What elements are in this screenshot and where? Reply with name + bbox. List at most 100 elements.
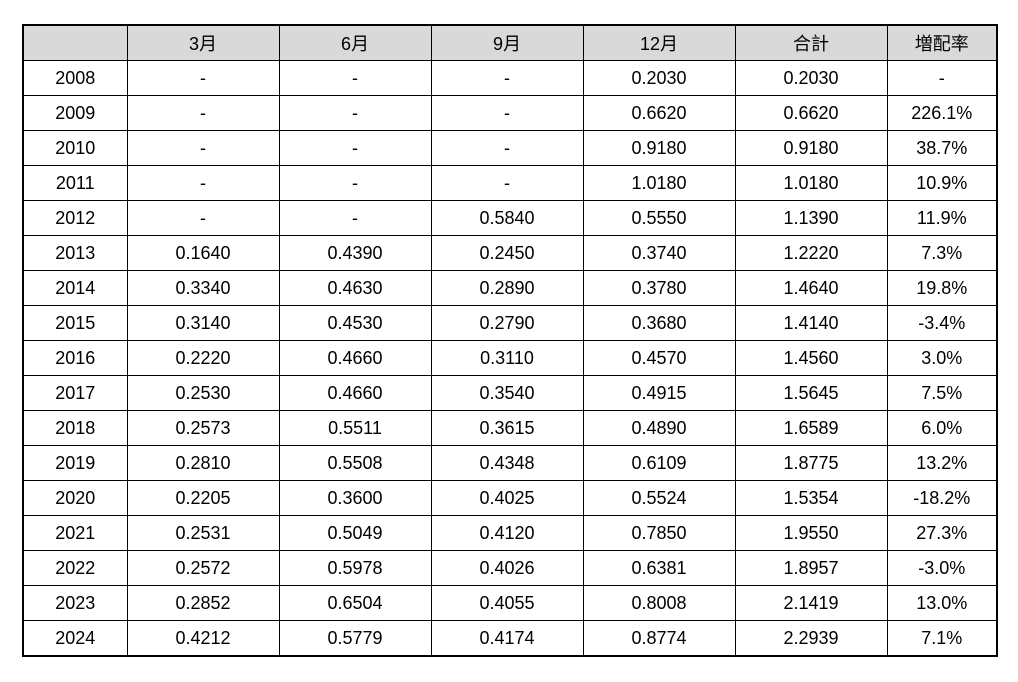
cell-rate: 7.1% [887, 621, 997, 657]
cell-march: 0.3140 [127, 306, 279, 341]
cell-september: 0.3540 [431, 376, 583, 411]
cell-march: 0.3340 [127, 271, 279, 306]
cell-march: 0.2572 [127, 551, 279, 586]
cell-september: 0.5840 [431, 201, 583, 236]
cell-year: 2014 [23, 271, 127, 306]
cell-december: 0.6620 [583, 96, 735, 131]
cell-year: 2011 [23, 166, 127, 201]
cell-march: 0.2531 [127, 516, 279, 551]
table-row: 20220.25720.59780.40260.63811.8957-3.0% [23, 551, 997, 586]
col-march: 3月 [127, 25, 279, 61]
cell-september: 0.3615 [431, 411, 583, 446]
table-row: 2011---1.01801.018010.9% [23, 166, 997, 201]
table-row: 20180.25730.55110.36150.48901.65896.0% [23, 411, 997, 446]
cell-september: - [431, 166, 583, 201]
cell-june: - [279, 96, 431, 131]
cell-total: 1.8775 [735, 446, 887, 481]
cell-june: - [279, 61, 431, 96]
table-row: 2008---0.20300.2030- [23, 61, 997, 96]
cell-year: 2008 [23, 61, 127, 96]
cell-june: 0.4660 [279, 341, 431, 376]
cell-rate: 226.1% [887, 96, 997, 131]
cell-year: 2022 [23, 551, 127, 586]
cell-september: - [431, 131, 583, 166]
cell-total: 2.1419 [735, 586, 887, 621]
cell-september: 0.4026 [431, 551, 583, 586]
cell-december: 0.4890 [583, 411, 735, 446]
cell-rate: -3.4% [887, 306, 997, 341]
cell-december: 0.9180 [583, 131, 735, 166]
table-row: 2010---0.91800.918038.7% [23, 131, 997, 166]
cell-total: 1.6589 [735, 411, 887, 446]
cell-september: 0.2890 [431, 271, 583, 306]
cell-september: 0.4120 [431, 516, 583, 551]
cell-year: 2013 [23, 236, 127, 271]
cell-total: 1.2220 [735, 236, 887, 271]
cell-rate: 38.7% [887, 131, 997, 166]
cell-year: 2015 [23, 306, 127, 341]
cell-rate: 3.0% [887, 341, 997, 376]
cell-rate: -3.0% [887, 551, 997, 586]
col-june: 6月 [279, 25, 431, 61]
cell-september: 0.4174 [431, 621, 583, 657]
cell-december: 1.0180 [583, 166, 735, 201]
cell-year: 2009 [23, 96, 127, 131]
cell-june: 0.6504 [279, 586, 431, 621]
cell-december: 0.3680 [583, 306, 735, 341]
cell-total: 1.1390 [735, 201, 887, 236]
cell-rate: 7.5% [887, 376, 997, 411]
cell-rate: 10.9% [887, 166, 997, 201]
cell-september: 0.3110 [431, 341, 583, 376]
cell-year: 2016 [23, 341, 127, 376]
table-body: 2008---0.20300.2030-2009---0.66200.66202… [23, 61, 997, 657]
cell-december: 0.5524 [583, 481, 735, 516]
cell-rate: 6.0% [887, 411, 997, 446]
cell-december: 0.4915 [583, 376, 735, 411]
cell-september: 0.4348 [431, 446, 583, 481]
dividend-table: 3月 6月 9月 12月 合計 増配率 2008---0.20300.2030-… [22, 24, 998, 657]
cell-december: 0.6381 [583, 551, 735, 586]
cell-september: 0.4025 [431, 481, 583, 516]
cell-total: 1.4560 [735, 341, 887, 376]
cell-june: 0.5049 [279, 516, 431, 551]
cell-june: 0.3600 [279, 481, 431, 516]
cell-june: 0.5779 [279, 621, 431, 657]
cell-total: 0.9180 [735, 131, 887, 166]
cell-rate: 19.8% [887, 271, 997, 306]
cell-total: 0.2030 [735, 61, 887, 96]
cell-total: 1.0180 [735, 166, 887, 201]
table-row: 20240.42120.57790.41740.87742.29397.1% [23, 621, 997, 657]
table-row: 20160.22200.46600.31100.45701.45603.0% [23, 341, 997, 376]
cell-rate: -18.2% [887, 481, 997, 516]
cell-total: 1.9550 [735, 516, 887, 551]
cell-december: 0.3780 [583, 271, 735, 306]
cell-march: - [127, 131, 279, 166]
table-row: 20170.25300.46600.35400.49151.56457.5% [23, 376, 997, 411]
cell-year: 2018 [23, 411, 127, 446]
cell-march: 0.2530 [127, 376, 279, 411]
cell-december: 0.5550 [583, 201, 735, 236]
cell-december: 0.4570 [583, 341, 735, 376]
cell-year: 2019 [23, 446, 127, 481]
cell-rate: 7.3% [887, 236, 997, 271]
cell-march: 0.2810 [127, 446, 279, 481]
cell-march: 0.4212 [127, 621, 279, 657]
table-row: 20150.31400.45300.27900.36801.4140-3.4% [23, 306, 997, 341]
cell-rate: 27.3% [887, 516, 997, 551]
col-total: 合計 [735, 25, 887, 61]
cell-september: 0.2450 [431, 236, 583, 271]
cell-march: - [127, 61, 279, 96]
col-blank [23, 25, 127, 61]
cell-september: 0.2790 [431, 306, 583, 341]
table-row: 20200.22050.36000.40250.55241.5354-18.2% [23, 481, 997, 516]
cell-june: 0.5511 [279, 411, 431, 446]
cell-march: 0.1640 [127, 236, 279, 271]
table-row: 20140.33400.46300.28900.37801.464019.8% [23, 271, 997, 306]
cell-year: 2024 [23, 621, 127, 657]
cell-year: 2021 [23, 516, 127, 551]
table-row: 2012--0.58400.55501.139011.9% [23, 201, 997, 236]
cell-total: 1.5645 [735, 376, 887, 411]
cell-march: 0.2573 [127, 411, 279, 446]
table-row: 20210.25310.50490.41200.78501.955027.3% [23, 516, 997, 551]
cell-december: 0.7850 [583, 516, 735, 551]
